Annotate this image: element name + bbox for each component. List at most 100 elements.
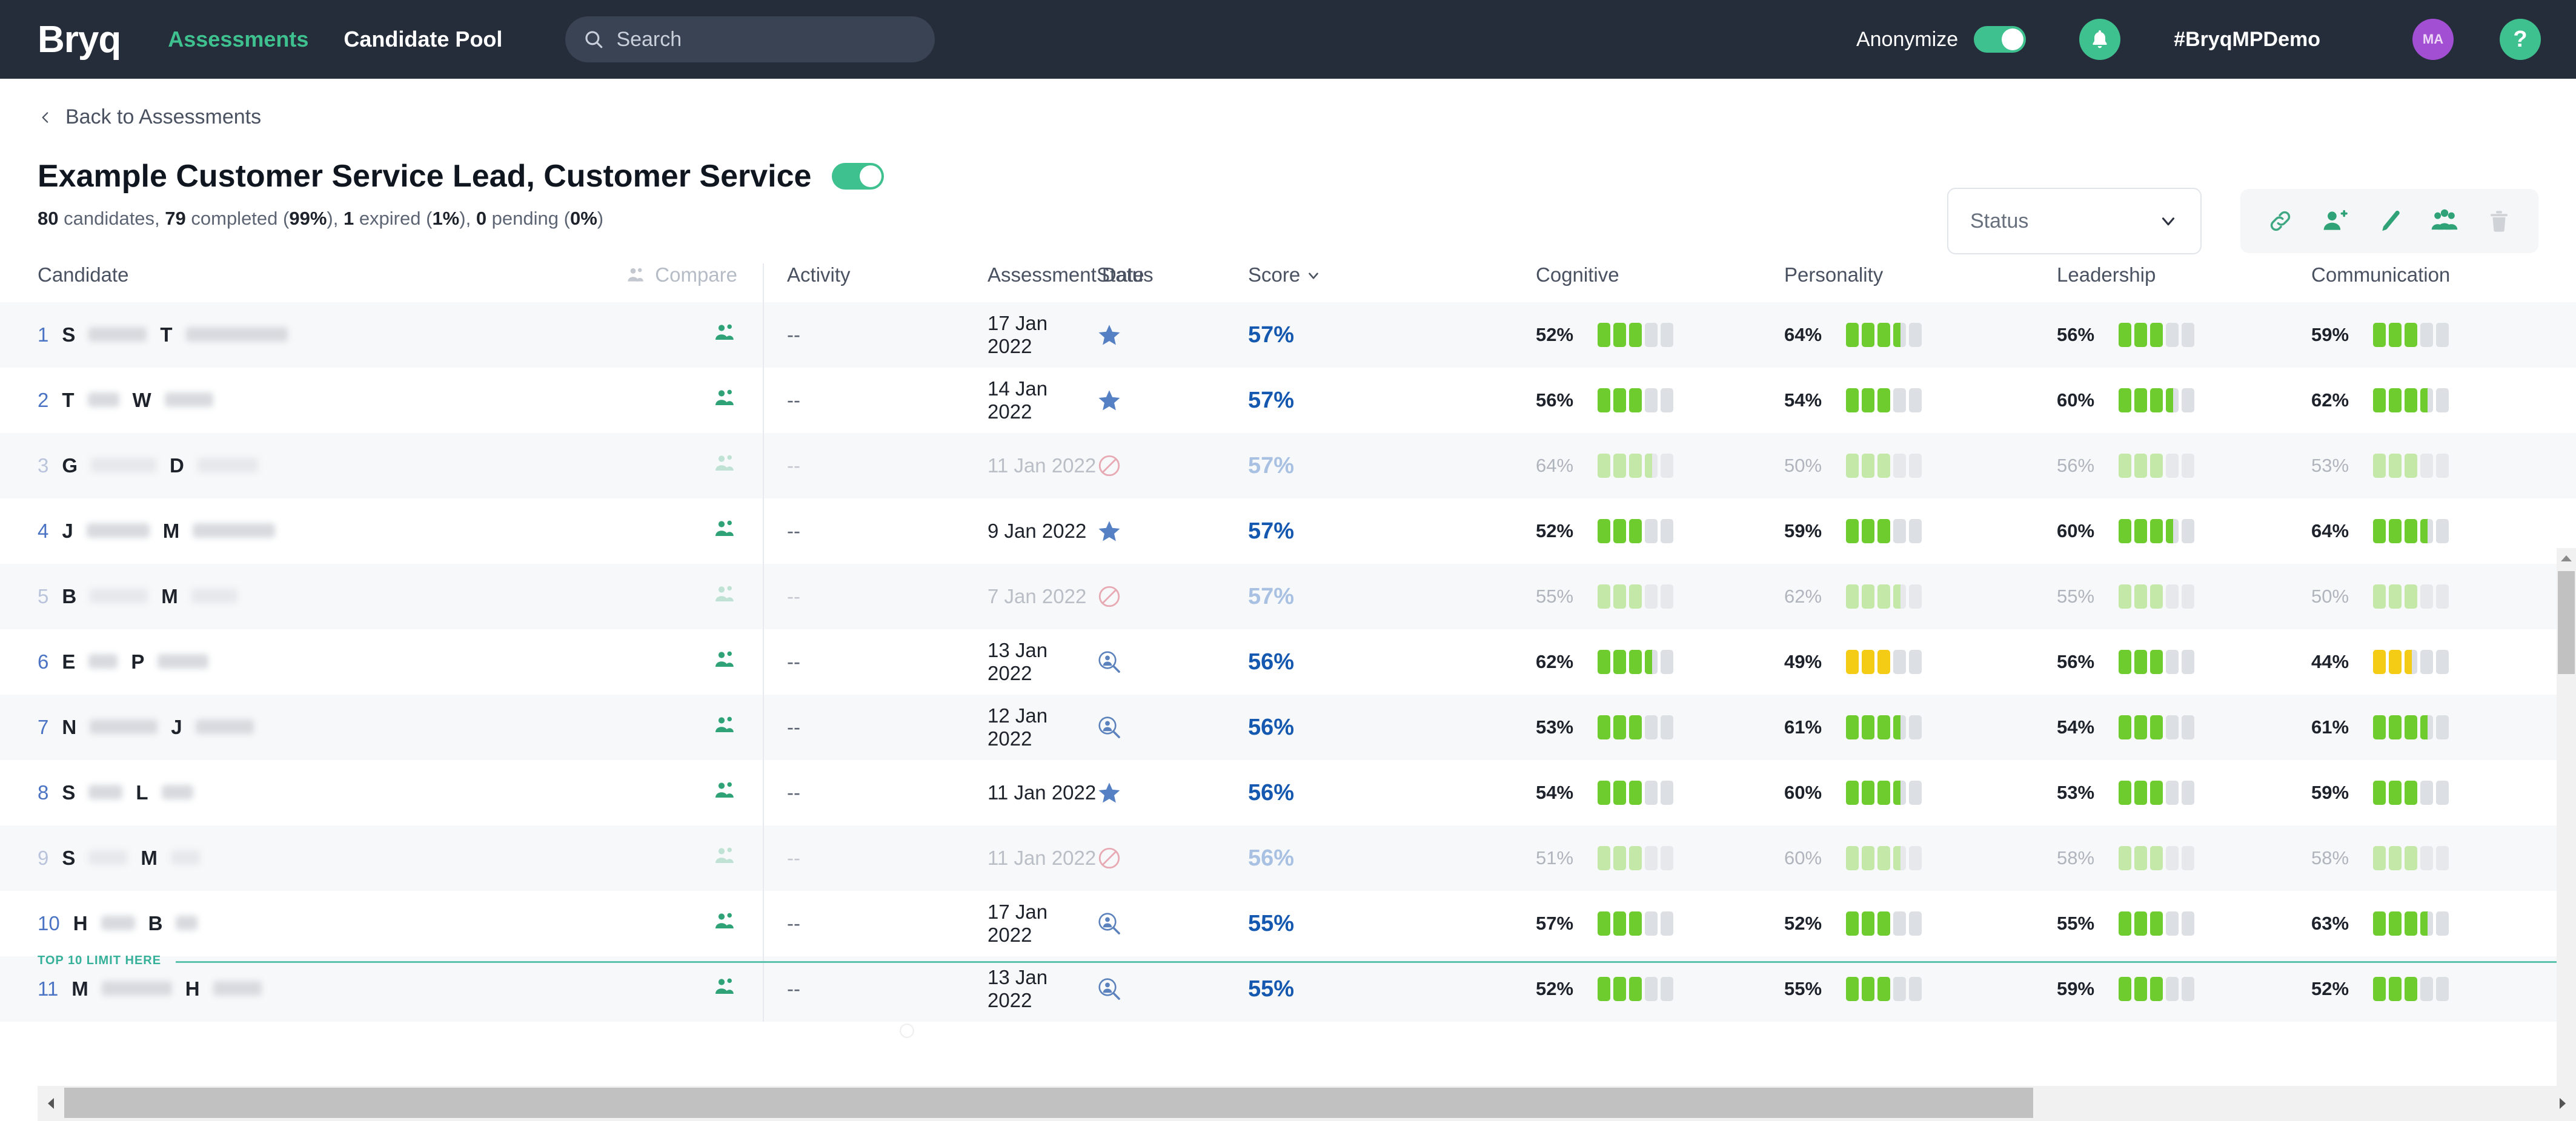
scroll-left-arrow[interactable] bbox=[38, 1086, 64, 1121]
bar-segment bbox=[1862, 715, 1875, 739]
status-cell[interactable] bbox=[1097, 825, 1248, 891]
column-header-status[interactable]: Status bbox=[1097, 263, 1154, 286]
bar-segment bbox=[1862, 454, 1875, 478]
status-cell[interactable] bbox=[1097, 629, 1248, 695]
compare-toggle-button[interactable] bbox=[539, 302, 763, 368]
notifications-button[interactable] bbox=[2079, 19, 2121, 60]
compare-toggle-button[interactable] bbox=[539, 433, 763, 498]
horizontal-scrollbar[interactable] bbox=[38, 1086, 2576, 1121]
compare-toggle-button[interactable] bbox=[539, 564, 763, 629]
status-cell[interactable] bbox=[1097, 302, 1248, 368]
candidate-name-cell[interactable]: 10 H B bbox=[0, 891, 539, 956]
horizontal-scrollbar-thumb[interactable] bbox=[64, 1088, 2033, 1118]
scroll-right-arrow[interactable] bbox=[2549, 1086, 2576, 1121]
bar-segment bbox=[1862, 388, 1875, 412]
copy-link-button[interactable] bbox=[2267, 208, 2294, 234]
compare-toggle-button[interactable] bbox=[539, 891, 763, 956]
metric-percent: 52% bbox=[1536, 520, 1574, 541]
column-header-communication[interactable]: Communication bbox=[2311, 263, 2451, 286]
status-cell[interactable] bbox=[1097, 433, 1248, 498]
status-cell[interactable] bbox=[1097, 760, 1248, 825]
status-cell[interactable] bbox=[1097, 695, 1248, 760]
add-candidate-button[interactable] bbox=[2322, 208, 2348, 234]
bar-segment bbox=[2119, 977, 2132, 1001]
metric-cell: 59% bbox=[2311, 302, 2576, 368]
compare-toggle-button[interactable] bbox=[539, 498, 763, 564]
nav-link-assessments[interactable]: Assessments bbox=[168, 27, 309, 51]
column-header-score[interactable]: Score bbox=[1248, 263, 1536, 302]
compare-toggle-button[interactable] bbox=[539, 695, 763, 760]
status-filter-select[interactable]: Status bbox=[1947, 188, 2202, 254]
top-navigation-bar: Bryq Assessments Candidate Pool Search A… bbox=[0, 0, 2576, 79]
metric-bar-gauge bbox=[2373, 519, 2449, 543]
metric-percent: 44% bbox=[2311, 651, 2349, 672]
delete-button[interactable] bbox=[2486, 208, 2512, 234]
compare-toggle-button[interactable] bbox=[539, 825, 763, 891]
vertical-scrollbar-thumb[interactable] bbox=[2558, 571, 2575, 674]
edit-button[interactable] bbox=[2376, 208, 2403, 234]
sep-1: ), bbox=[327, 208, 344, 229]
nav-link-candidate-pool[interactable]: Candidate Pool bbox=[344, 27, 503, 51]
status-cell[interactable] bbox=[1097, 891, 1248, 956]
score-cell: 56% bbox=[1248, 779, 1295, 805]
status-cell[interactable] bbox=[1097, 498, 1248, 564]
anonymize-toggle[interactable] bbox=[1974, 26, 2027, 53]
compare-toggle-button[interactable] bbox=[539, 368, 763, 433]
vertical-scrollbar[interactable] bbox=[2557, 548, 2576, 1121]
column-header-personality[interactable]: Personality bbox=[1784, 263, 1884, 286]
search-input[interactable]: Search bbox=[565, 16, 935, 62]
compare-toggle-button[interactable] bbox=[539, 760, 763, 825]
bryq-logo[interactable]: Bryq bbox=[38, 18, 121, 61]
triangle-left-icon bbox=[48, 1098, 54, 1109]
column-header-activity[interactable]: Activity bbox=[763, 263, 988, 302]
assessment-active-toggle[interactable] bbox=[832, 163, 885, 190]
back-to-assessments-link[interactable]: Back to Assessments bbox=[38, 79, 2538, 129]
organization-tag[interactable]: #BryqMPDemo bbox=[2174, 27, 2320, 51]
status-cell[interactable] bbox=[1097, 956, 1248, 1022]
column-header-candidate[interactable]: Candidate bbox=[38, 263, 129, 286]
metric-percent: 64% bbox=[1784, 324, 1822, 345]
metric-bar-gauge bbox=[1846, 519, 1922, 543]
column-header-compare[interactable]: Compare bbox=[539, 263, 763, 302]
user-avatar[interactable]: MA bbox=[2412, 19, 2454, 60]
column-header-cognitive[interactable]: Cognitive bbox=[1536, 263, 1619, 286]
compare-toggle-button[interactable] bbox=[539, 956, 763, 1022]
candidate-first-initial: S bbox=[62, 847, 76, 869]
manage-team-button[interactable] bbox=[2431, 208, 2458, 234]
candidate-name-cell[interactable]: 11 M H bbox=[0, 956, 539, 1022]
column-header-leadership[interactable]: Leadership bbox=[2057, 263, 2156, 286]
scroll-up-arrow[interactable] bbox=[2557, 548, 2576, 569]
bar-segment bbox=[2182, 454, 2195, 478]
compare-toggle-button[interactable] bbox=[539, 629, 763, 695]
help-button[interactable]: ? bbox=[2500, 19, 2541, 60]
column-header-assessment-date[interactable]: Assessment Date bbox=[988, 263, 1144, 286]
candidate-last-initial: M bbox=[141, 847, 158, 869]
status-cell[interactable] bbox=[1097, 368, 1248, 433]
bar-segment bbox=[2166, 323, 2179, 347]
redacted-last-name bbox=[158, 654, 209, 669]
bar-segment bbox=[1629, 323, 1642, 347]
status-cell[interactable] bbox=[1097, 564, 1248, 629]
bar-segment bbox=[2373, 911, 2386, 936]
horizontal-scroll-track[interactable] bbox=[64, 1086, 2549, 1121]
